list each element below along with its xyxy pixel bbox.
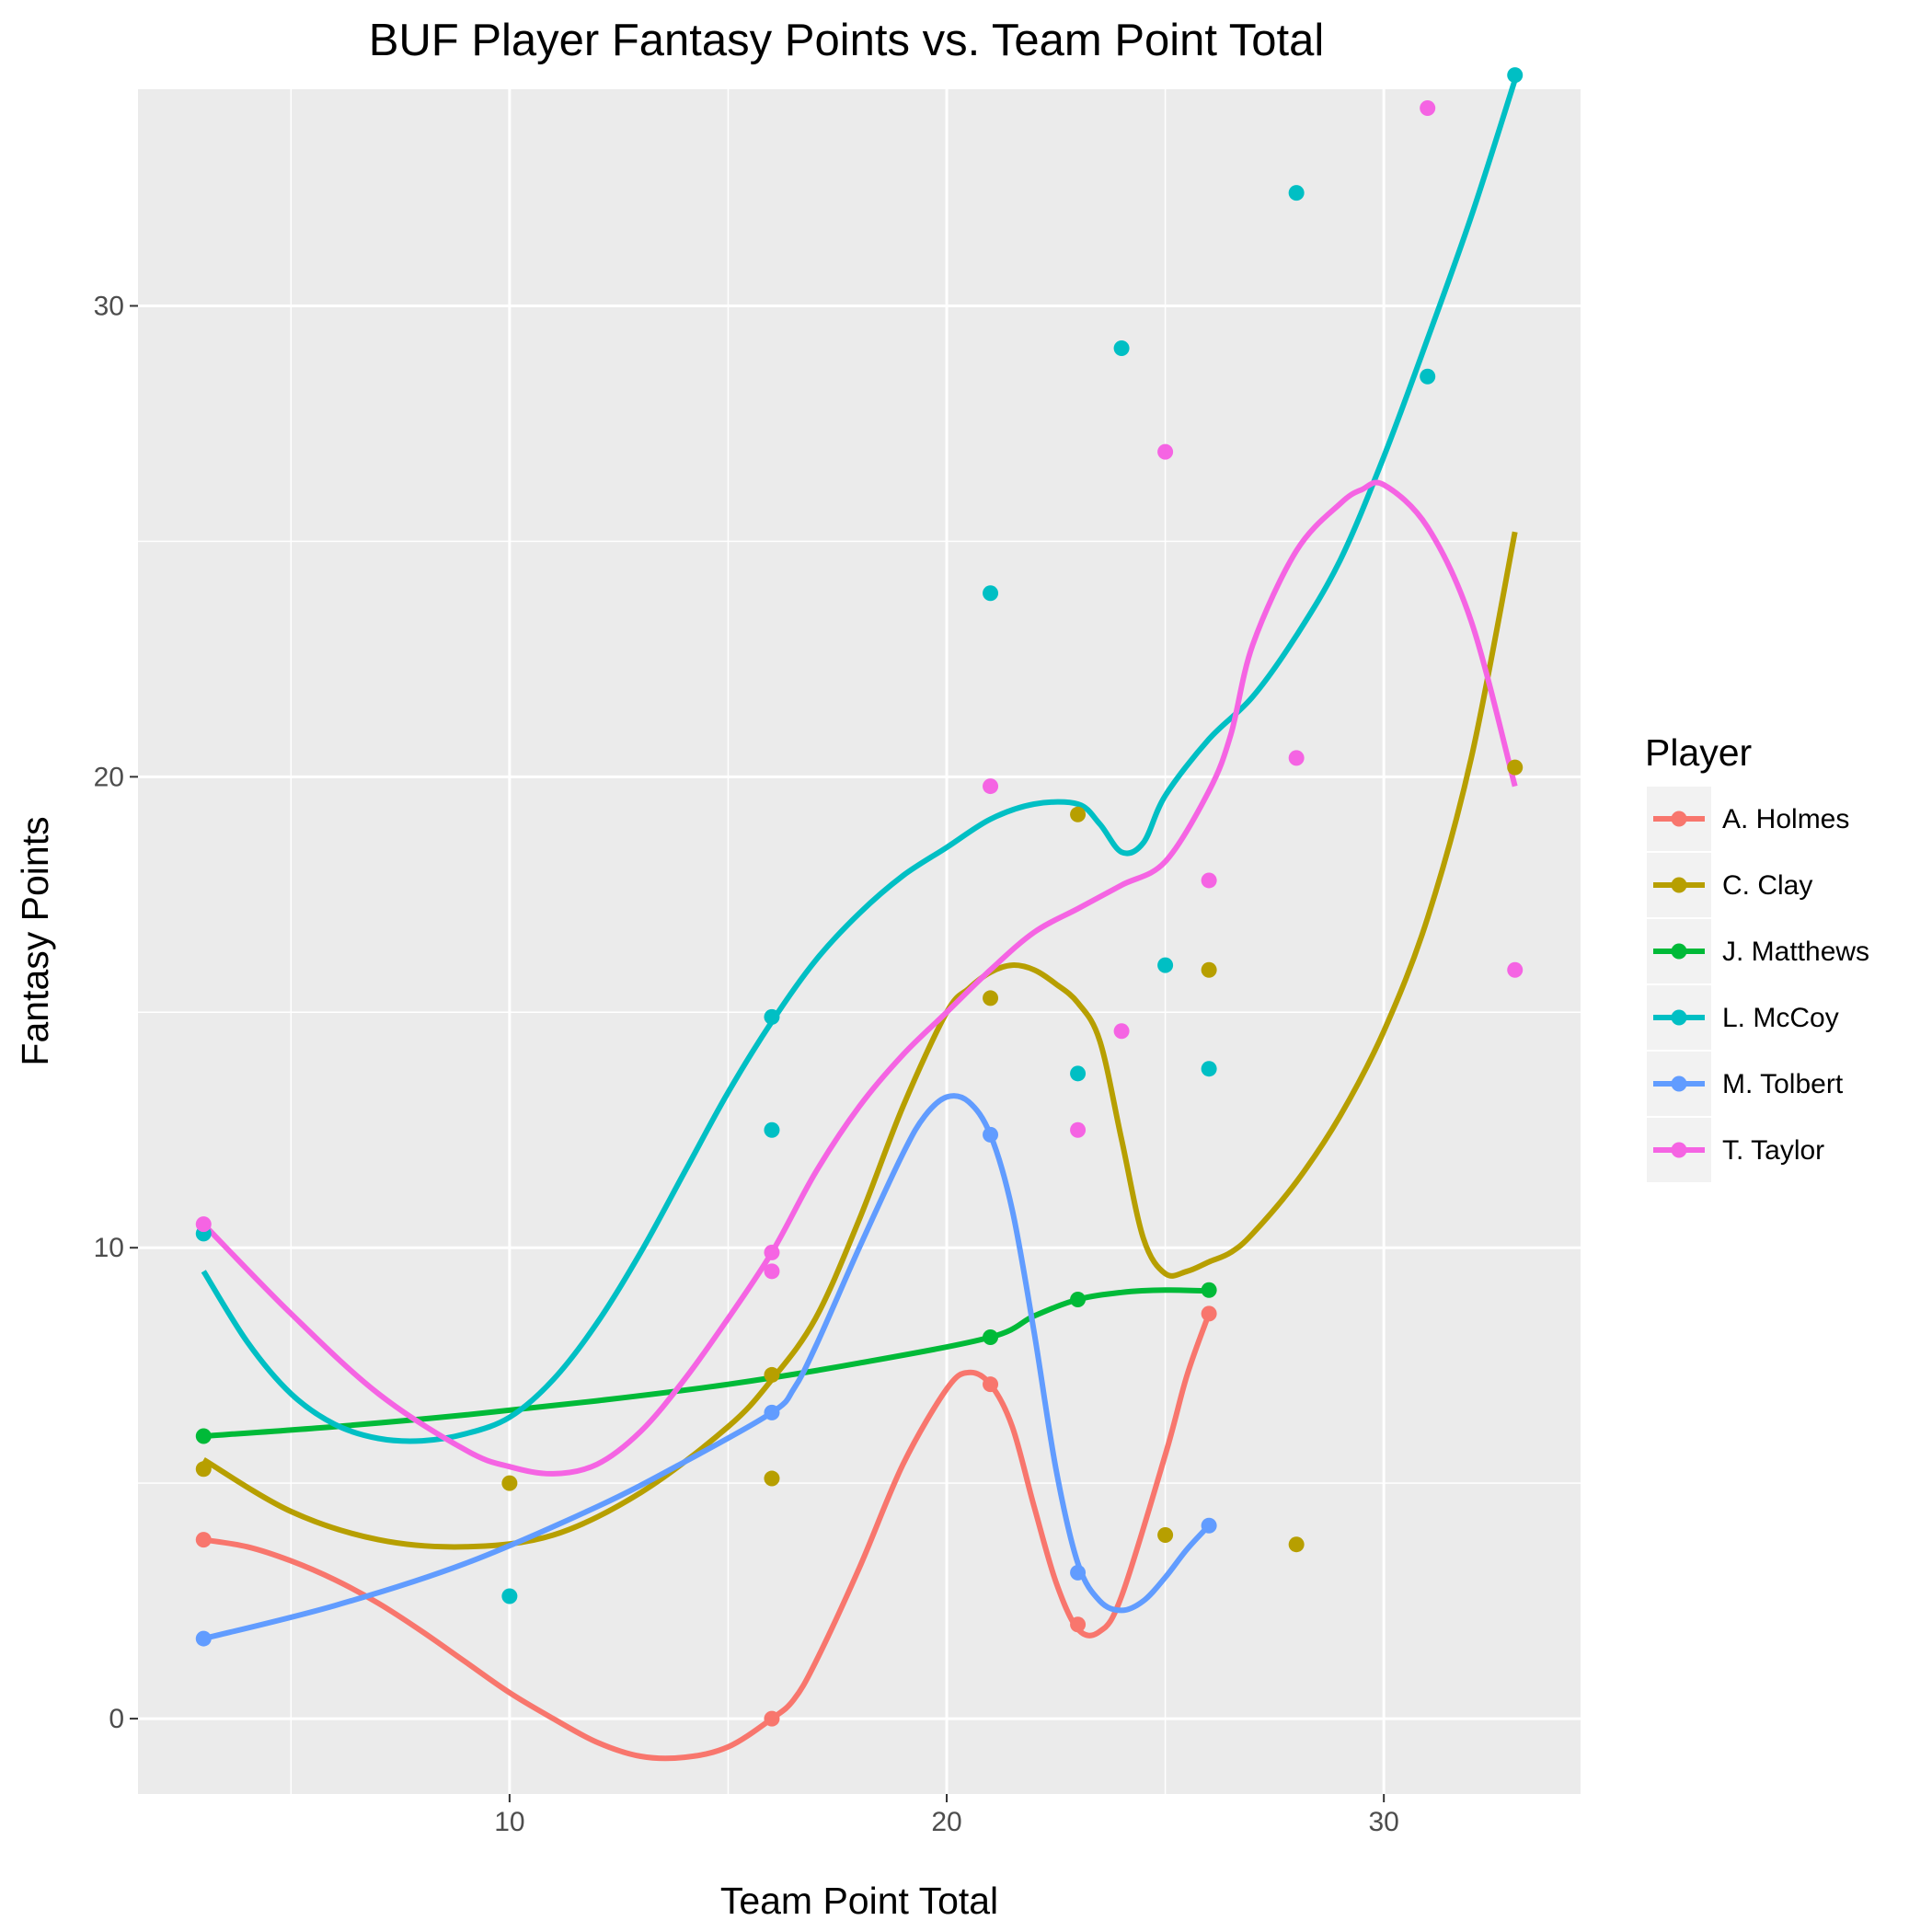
legend-label-t-taylor: T. Taylor — [1722, 1135, 1824, 1166]
legend-label-j-matthews: J. Matthews — [1722, 937, 1869, 967]
data-point-m-tolbert — [764, 1404, 780, 1420]
data-point-l-mccoy — [1420, 368, 1436, 385]
data-point-t-taylor — [983, 778, 999, 795]
y-axis: 0 10 20 30 — [94, 291, 138, 1734]
data-point-t-taylor — [764, 1263, 780, 1280]
data-point-m-tolbert — [983, 1126, 999, 1143]
x-axis: 10 20 30 — [494, 1794, 1399, 1837]
data-point-t-taylor — [1157, 443, 1174, 460]
legend-swatch-point — [1671, 943, 1687, 960]
data-point-l-mccoy — [1070, 1065, 1087, 1082]
data-point-c-clay — [501, 1475, 518, 1491]
trend-lines — [201, 78, 1518, 1762]
data-point-l-mccoy — [1201, 1061, 1217, 1077]
data-point-l-mccoy — [1157, 957, 1174, 973]
data-point-t-taylor — [1288, 750, 1305, 766]
data-point-l-mccoy — [764, 1121, 780, 1138]
data-point-t-taylor — [1113, 1023, 1130, 1040]
data-point-l-mccoy — [1288, 185, 1305, 201]
data-point-t-taylor — [195, 1216, 212, 1233]
legend-swatch-point — [1671, 1075, 1687, 1092]
data-point-j-matthews — [195, 1428, 212, 1444]
data-point-c-clay — [1201, 961, 1217, 978]
y-tick-label: 30 — [94, 291, 124, 321]
trend-line-c-clay — [201, 531, 1518, 1550]
data-point-t-taylor — [1420, 99, 1436, 116]
data-point-j-matthews — [1070, 1292, 1087, 1308]
data-point-j-matthews — [983, 1328, 999, 1345]
legend-swatch-point — [1671, 811, 1687, 827]
x-axis-title: Team Point Total — [720, 1880, 998, 1922]
legend: Player A. Holmes C. Clay J. Matthews L. McC… — [1645, 731, 1869, 1182]
data-point-c-clay — [764, 1366, 780, 1383]
data-point-m-tolbert — [1201, 1517, 1217, 1534]
data-point-c-clay — [195, 1461, 212, 1478]
legend-title: Player — [1645, 731, 1752, 774]
legend-swatch-point — [1671, 1009, 1687, 1026]
data-point-c-clay — [764, 1470, 780, 1487]
y-tick-label: 0 — [109, 1704, 124, 1734]
data-point-t-taylor — [1201, 872, 1217, 889]
y-axis-title: Fantasy Points — [14, 816, 56, 1065]
data-point-c-clay — [1288, 1536, 1305, 1553]
plot-panel — [138, 89, 1581, 1794]
data-point-t-taylor — [764, 1244, 780, 1260]
chart-title: BUF Player Fantasy Points vs. Team Point… — [369, 16, 1325, 65]
data-point-l-mccoy — [1507, 67, 1524, 84]
major-gridlines — [138, 89, 1581, 1794]
legend-swatch-point — [1671, 877, 1687, 893]
data-point-c-clay — [1507, 759, 1524, 776]
data-point-l-mccoy — [501, 1588, 518, 1604]
data-point-a-holmes — [195, 1532, 212, 1548]
data-points — [195, 67, 1524, 1727]
data-point-c-clay — [983, 990, 999, 1006]
data-point-m-tolbert — [1070, 1564, 1087, 1581]
trend-line-a-holmes — [202, 1312, 1212, 1762]
trend-line-m-tolbert — [202, 1093, 1212, 1642]
data-point-l-mccoy — [764, 1008, 780, 1025]
data-point-j-matthews — [1201, 1282, 1217, 1298]
data-point-m-tolbert — [195, 1630, 212, 1647]
y-tick-label: 20 — [94, 762, 124, 792]
trend-line-l-mccoy — [201, 78, 1518, 1444]
y-tick-label: 10 — [94, 1233, 124, 1263]
legend-label-a-holmes: A. Holmes — [1722, 804, 1849, 834]
x-tick-label: 10 — [494, 1807, 524, 1837]
data-point-t-taylor — [1507, 961, 1524, 978]
legend-label-m-tolbert: M. Tolbert — [1722, 1069, 1844, 1099]
data-point-a-holmes — [764, 1710, 780, 1727]
data-point-a-holmes — [1070, 1616, 1087, 1633]
data-point-a-holmes — [983, 1376, 999, 1393]
x-tick-label: 30 — [1368, 1807, 1398, 1837]
legend-label-l-mccoy: L. McCoy — [1722, 1003, 1839, 1033]
legend-swatch-point — [1671, 1142, 1687, 1158]
legend-label-c-clay: C. Clay — [1722, 870, 1812, 901]
data-point-a-holmes — [1201, 1305, 1217, 1322]
data-point-c-clay — [1070, 806, 1087, 822]
data-point-l-mccoy — [1113, 340, 1130, 357]
trend-line-t-taylor — [201, 479, 1518, 1477]
data-point-l-mccoy — [983, 585, 999, 602]
data-point-t-taylor — [1070, 1121, 1087, 1138]
x-tick-label: 20 — [931, 1807, 961, 1837]
data-point-c-clay — [1157, 1526, 1174, 1543]
